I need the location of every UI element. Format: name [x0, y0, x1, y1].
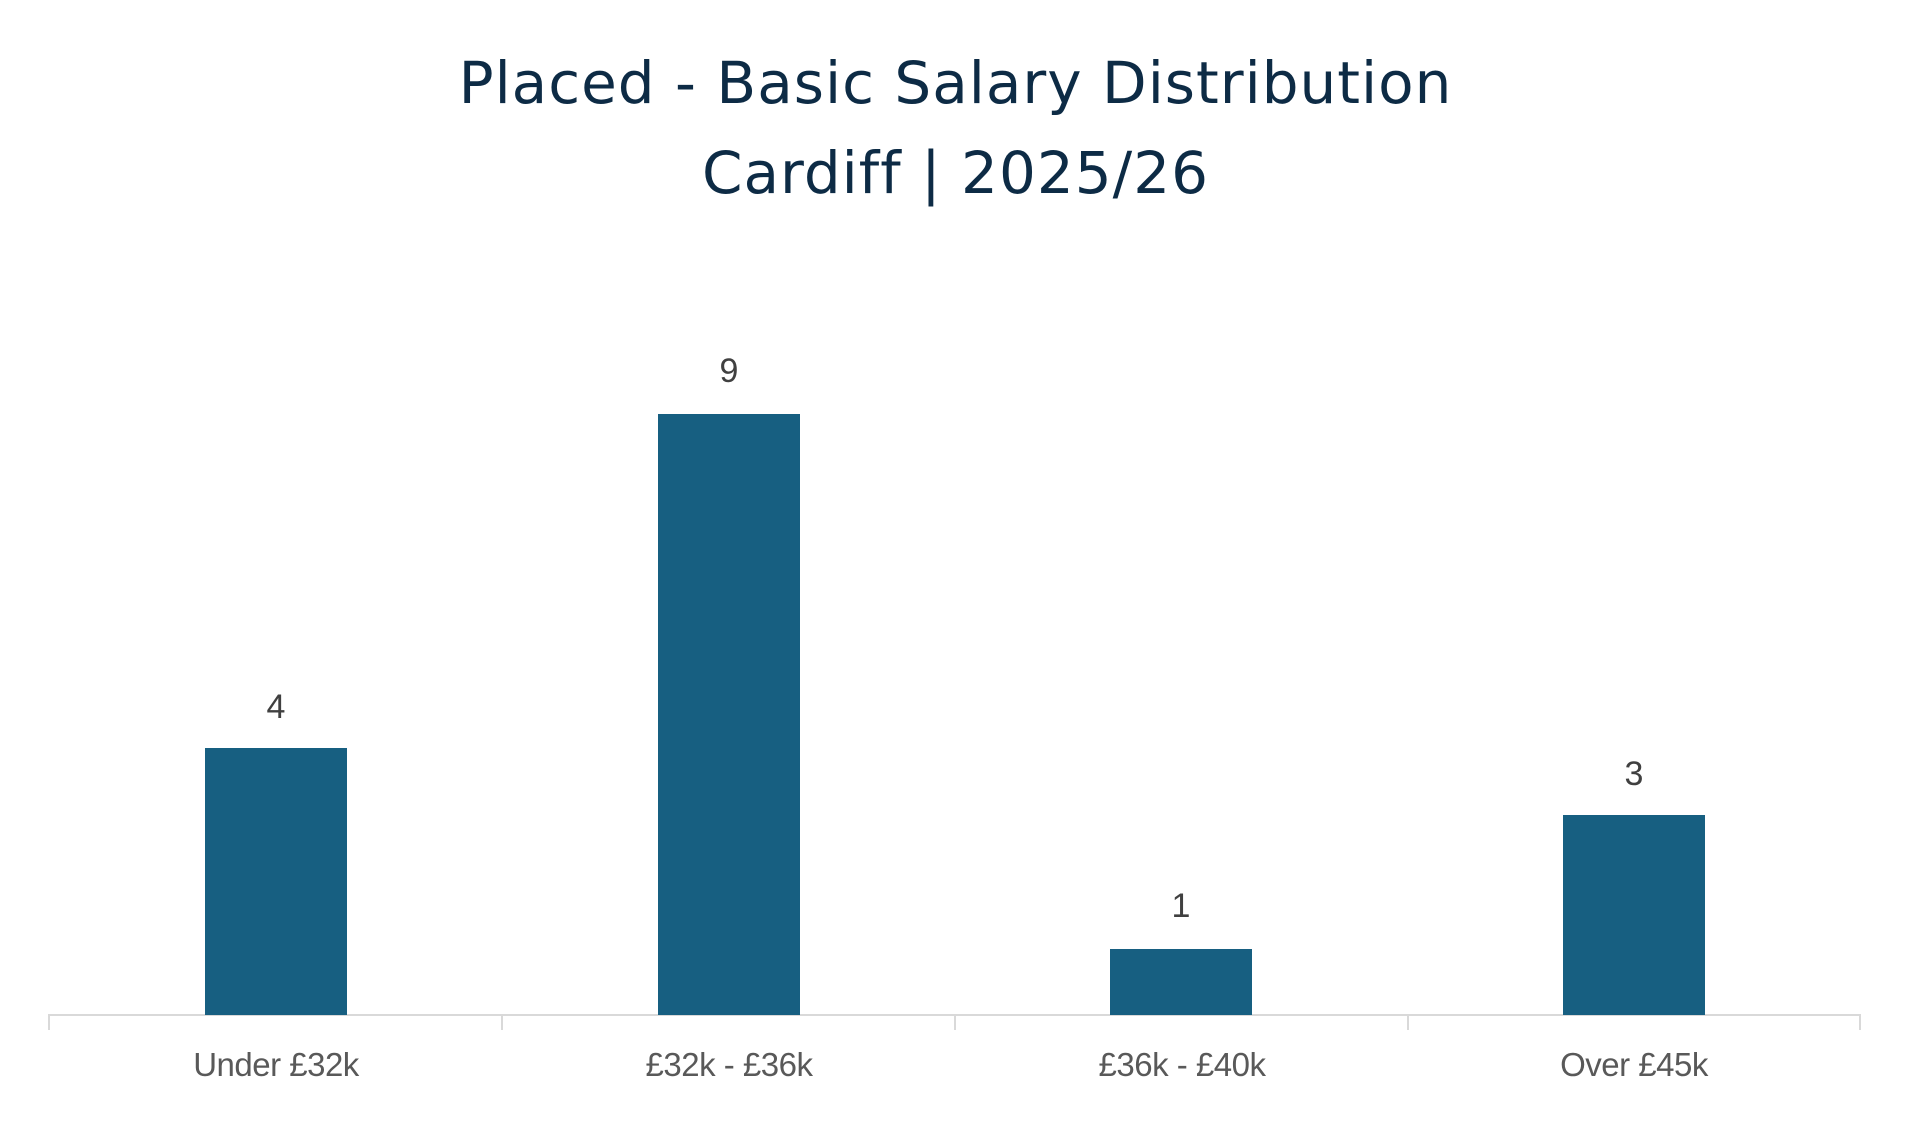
data-label: 9	[719, 352, 739, 390]
x-axis-tick	[1859, 1014, 1861, 1030]
x-axis-label: £32k - £36k	[645, 1046, 813, 1083]
bar-36k-40k	[1110, 949, 1252, 1015]
x-axis-tick	[954, 1014, 956, 1030]
x-axis-label: Over £45k	[1560, 1046, 1708, 1083]
bar-under-32k	[205, 748, 347, 1015]
x-axis-label: Under £32k	[193, 1046, 359, 1083]
bar-32k-36k	[658, 414, 800, 1015]
chart-title-line-1: Placed - Basic Salary Distribution	[458, 49, 1453, 117]
chart-title-line-2: Cardiff | 2025/26	[702, 139, 1209, 207]
x-axis-label: £36k - £40k	[1098, 1046, 1266, 1083]
data-label: 1	[1171, 887, 1191, 925]
x-axis-tick	[501, 1014, 503, 1030]
data-label: 3	[1624, 755, 1644, 793]
data-label: 4	[266, 688, 286, 726]
x-axis-tick	[1407, 1014, 1409, 1030]
chart-title: Placed - Basic Salary Distribution Cardi…	[0, 38, 1911, 218]
x-axis-tick	[48, 1014, 50, 1030]
bar-over-45k	[1563, 815, 1705, 1015]
